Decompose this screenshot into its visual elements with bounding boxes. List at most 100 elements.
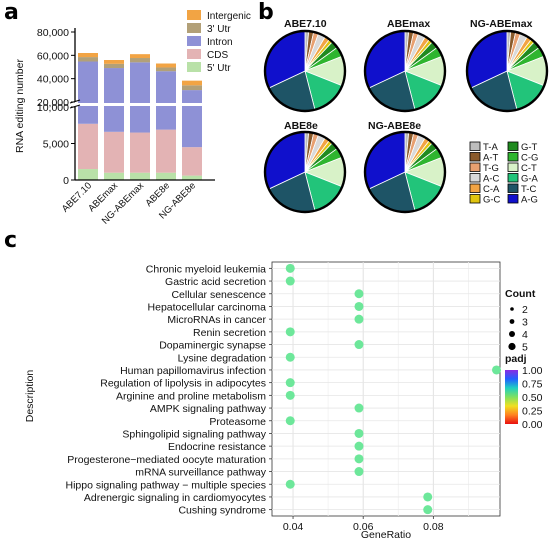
pie-title: NG-ABE8e — [368, 120, 421, 132]
bar-ng-abemax-intergenic — [130, 54, 150, 59]
dot-lysine-degradation — [285, 352, 295, 362]
legend-swatch — [187, 49, 201, 59]
bar-ng-abe8e-intron — [182, 90, 202, 148]
term-label: Sphingolipid signaling pathway — [122, 428, 266, 440]
padj-colorbar — [505, 370, 518, 424]
pie-title: ABEmax — [387, 18, 430, 30]
pie-legend-label: A-C — [483, 174, 500, 185]
y-tick-label: 0 — [63, 175, 69, 187]
colorbar-tick-label: 0.75 — [522, 379, 543, 391]
pie-legend-swatch — [469, 152, 481, 162]
y-tick-label: 40,000 — [37, 74, 69, 86]
term-label: Dopaminergic synapse — [159, 340, 266, 352]
y-tick-label: 10,000 — [37, 102, 69, 114]
legend-label: 5' Utr — [207, 63, 231, 74]
bar-ng-abe8e-cds — [182, 147, 202, 176]
dot-dopaminergic-synapse — [354, 340, 364, 350]
x-tick-label: 0.08 — [423, 521, 444, 533]
pie-legend-label: C-A — [483, 184, 500, 195]
dot-sphingolipid-signaling-pathway — [354, 428, 364, 438]
bar-ng-abe8e-3-utr — [182, 85, 202, 91]
size-legend-label: 4 — [522, 329, 528, 341]
y-tick-label: 60,000 — [37, 50, 69, 62]
pie-outline — [363, 130, 447, 214]
term-label: Renin secretion — [193, 327, 266, 339]
term-label: Gastric acid secretion — [165, 276, 266, 288]
size-legend-dot — [508, 342, 516, 351]
size-legend-dot — [510, 307, 514, 311]
color-legend-title: padj — [505, 353, 527, 365]
bar-ng-abemax-intron — [130, 62, 150, 133]
y-tick-label: 80,000 — [37, 27, 69, 39]
dot-plot-panel — [271, 261, 501, 517]
pie-outline — [465, 29, 549, 113]
size-legend-label: 3 — [522, 317, 528, 329]
bar-ng-abemax-5-utr — [130, 172, 150, 180]
y-axis-title: RNA editing number — [14, 59, 26, 153]
size-legend-dot — [509, 331, 515, 337]
legend-swatch — [187, 10, 201, 20]
dot-chronic-myeloid-leukemia — [285, 263, 295, 273]
y-tick-label: 5,000 — [43, 139, 69, 151]
term-label: Regulation of lipolysis in adipocytes — [100, 378, 266, 390]
dot-gastric-acid-secretion — [285, 276, 295, 286]
term-label: Progesterone−mediated oocyte maturation — [67, 454, 266, 466]
bar-abe8e-intergenic — [156, 63, 176, 68]
axis-break-band — [71, 103, 256, 106]
pie-legend-swatch — [469, 173, 481, 183]
bar-abemax-intron — [104, 68, 124, 132]
pie-legend-swatch — [507, 183, 519, 193]
bar-ng-abe8e-intergenic — [182, 80, 202, 86]
pie-legend-swatch — [507, 194, 519, 204]
legend-label: 3' Utr — [207, 24, 231, 35]
legend-label: Intron — [207, 37, 233, 48]
colorbar-tick-label: 0.50 — [522, 392, 543, 404]
pie-legend-label: T-G — [483, 163, 499, 174]
term-label: Lysine degradation — [178, 352, 267, 364]
term-label: Hippo signaling pathway − multiple speci… — [66, 479, 267, 491]
legend-swatch — [187, 23, 201, 33]
dot-endocrine-resistance — [354, 441, 364, 451]
term-label: Cellular senescence — [171, 289, 266, 301]
term-label: Adrenergic signaling in cardiomyocytes — [84, 492, 266, 504]
dot-regulation-of-lipolysis-in-adipocytes — [285, 378, 295, 388]
bar-abemax-intergenic — [104, 60, 124, 64]
pie-legend-label: G-T — [521, 142, 538, 153]
pie-title: NG-ABEmax — [470, 18, 533, 30]
term-label: Proteasome — [209, 416, 266, 428]
pie-outline — [263, 130, 347, 214]
dot-progesterone-mediated-oocyte-maturation — [354, 454, 364, 464]
dot-adrenergic-signaling-in-cardiomyocytes — [423, 492, 433, 502]
size-legend-label: 5 — [522, 342, 528, 354]
bar-abe7-10-intron — [78, 61, 98, 124]
pie-legend-label: T-C — [521, 184, 536, 195]
bar-abe7-10-cds — [78, 123, 98, 170]
dot-hepatocellular-carcinoma — [354, 301, 364, 311]
pie-title: ABE7.10 — [284, 18, 327, 30]
term-label: Chronic myeloid leukemia — [146, 263, 266, 275]
pie-legend-swatch — [469, 183, 481, 193]
bar-abemax-cds — [104, 131, 124, 173]
bar-abe8e-5-utr — [156, 172, 176, 180]
colorbar-tick-label: 0.00 — [522, 419, 543, 431]
term-label: Human papillomavirus infection — [120, 365, 266, 377]
pie-legend-swatch — [469, 141, 481, 151]
pie-title: ABE8e — [284, 120, 318, 132]
panel-b-letter: b — [258, 0, 274, 25]
pie-legend-swatch — [469, 162, 481, 172]
pie-legend-label: C-T — [521, 163, 537, 174]
pie-legend-swatch — [469, 194, 481, 204]
pie-legend-label: G-A — [521, 174, 539, 185]
pie-legend-label: G-C — [483, 195, 501, 206]
pie-legend-swatch — [507, 152, 519, 162]
dot-micrornas-in-cancer — [354, 314, 364, 324]
pie-outline — [263, 29, 347, 113]
bar-ng-abemax-3-utr — [130, 58, 150, 63]
term-label: Cushing syndrome — [178, 505, 266, 517]
pie-legend-swatch — [507, 173, 519, 183]
dot-mrna-surveillance-pathway — [354, 467, 364, 477]
y-axis-title: Description — [24, 370, 36, 423]
size-legend-label: 2 — [522, 304, 528, 316]
x-axis-title: GeneRatio — [361, 529, 411, 541]
